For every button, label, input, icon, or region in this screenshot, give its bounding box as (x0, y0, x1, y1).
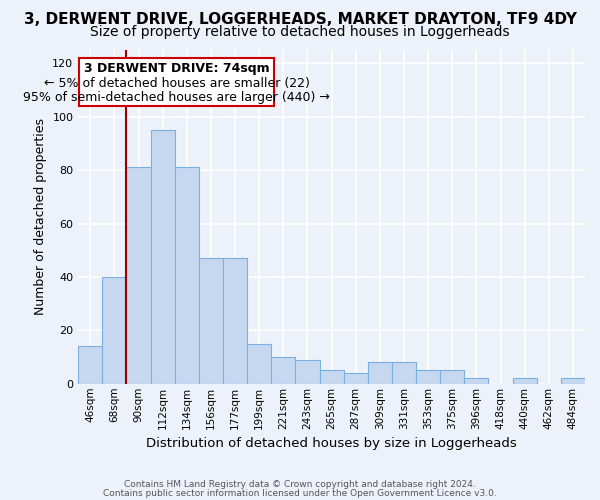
Bar (392, 362, 416, 384)
Bar (368, 362, 392, 384)
Bar (103, 277, 127, 384)
FancyBboxPatch shape (79, 58, 274, 106)
Bar (247, 344, 271, 384)
Bar (561, 378, 585, 384)
Bar (416, 370, 440, 384)
Bar (344, 373, 368, 384)
Bar (78, 346, 103, 384)
Bar (295, 360, 320, 384)
Bar (127, 168, 151, 384)
Bar (151, 130, 175, 384)
Text: 3 DERWENT DRIVE: 74sqm: 3 DERWENT DRIVE: 74sqm (84, 62, 269, 75)
Bar (175, 168, 199, 384)
Bar (464, 378, 488, 384)
Text: Contains HM Land Registry data © Crown copyright and database right 2024.: Contains HM Land Registry data © Crown c… (124, 480, 476, 489)
X-axis label: Distribution of detached houses by size in Loggerheads: Distribution of detached houses by size … (146, 437, 517, 450)
Text: Contains public sector information licensed under the Open Government Licence v3: Contains public sector information licen… (103, 488, 497, 498)
Text: 95% of semi-detached houses are larger (440) →: 95% of semi-detached houses are larger (… (23, 92, 330, 104)
Bar (199, 258, 223, 384)
Bar (320, 370, 344, 384)
Bar (512, 378, 537, 384)
Bar (223, 258, 247, 384)
Y-axis label: Number of detached properties: Number of detached properties (34, 118, 47, 316)
Text: 3, DERWENT DRIVE, LOGGERHEADS, MARKET DRAYTON, TF9 4DY: 3, DERWENT DRIVE, LOGGERHEADS, MARKET DR… (23, 12, 577, 28)
Bar (271, 357, 295, 384)
Text: Size of property relative to detached houses in Loggerheads: Size of property relative to detached ho… (90, 25, 510, 39)
Bar (440, 370, 464, 384)
Text: ← 5% of detached houses are smaller (22): ← 5% of detached houses are smaller (22) (44, 76, 310, 90)
